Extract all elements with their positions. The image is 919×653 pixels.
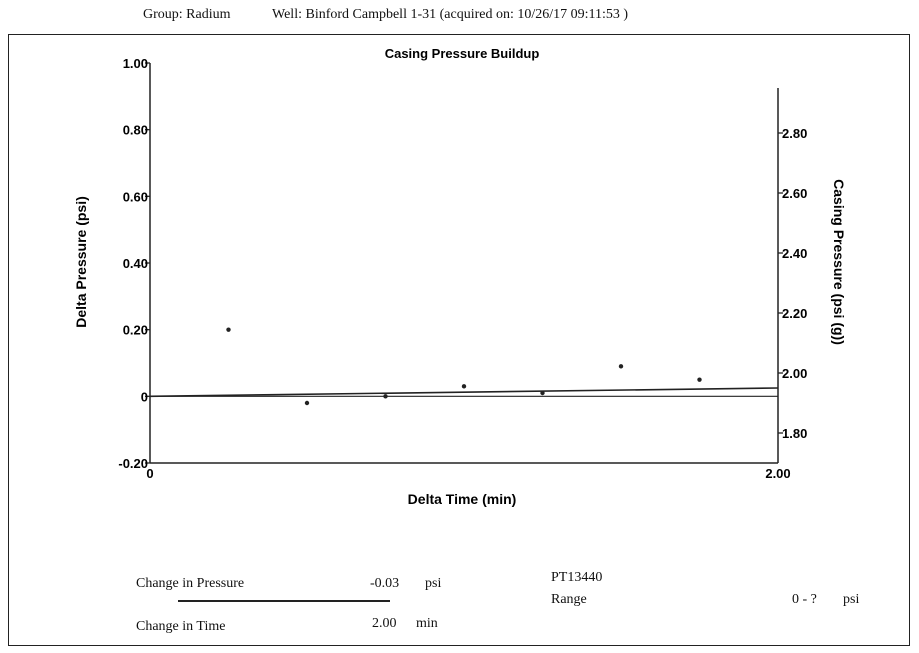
y2-tick-label-5: 1.80 — [782, 426, 807, 441]
point-layer — [226, 327, 702, 406]
well-label: Well: Binford Campbell 1-31 (acquired on… — [272, 7, 629, 22]
sensor-id: PT13440 — [551, 570, 603, 585]
data-point-6 — [697, 377, 702, 382]
trend-line — [149, 387, 779, 398]
y-tick-label-0: 1.00 — [123, 56, 148, 71]
tick-layer: 1.000.800.600.400.200-0.202.802.602.402.… — [118, 56, 807, 481]
y-tick-label-1: 0.80 — [123, 123, 148, 138]
x-tick-label-0: 0 — [146, 466, 153, 481]
data-point-2 — [383, 394, 388, 399]
y-axis-label: Delta Pressure (psi) — [73, 196, 89, 328]
line-layer — [149, 387, 779, 398]
group-label: Group: Radium — [143, 7, 231, 22]
y2-tick-label-0: 2.80 — [782, 126, 807, 141]
y2-tick-label-2: 2.40 — [782, 246, 807, 261]
chart-title: Casing Pressure Buildup — [385, 46, 540, 61]
data-point-5 — [618, 364, 624, 369]
change-pressure-value: -0.03 — [370, 576, 400, 591]
y-tick-label-3: 0.40 — [123, 256, 148, 271]
data-point-1 — [304, 400, 310, 406]
data-point-0 — [226, 327, 231, 332]
change-pressure-label: Change in Pressure — [136, 576, 245, 591]
change-pressure-unit: psi — [425, 576, 442, 591]
range-value: 0 - ? — [792, 592, 817, 607]
x-axis-label: Delta Time (min) — [408, 491, 517, 507]
y-tick-label-5: 0 — [141, 389, 148, 404]
y2-tick-label-1: 2.60 — [782, 186, 807, 201]
y2-tick-label-3: 2.20 — [782, 306, 807, 321]
data-point-4 — [540, 390, 545, 396]
y-tick-label-6: -0.20 — [118, 456, 148, 471]
change-time-value: 2.00 — [372, 616, 397, 631]
y-tick-label-2: 0.60 — [123, 189, 148, 204]
change-time-unit: min — [416, 616, 438, 631]
y-tick-label-4: 0.20 — [123, 323, 148, 338]
chart-frame — [8, 34, 910, 646]
report-header: Group: Radium Well: Binford Campbell 1-3… — [0, 4, 919, 26]
y2-tick-label-4: 2.00 — [782, 366, 807, 381]
data-point-3 — [461, 384, 467, 389]
footer-rule — [178, 600, 390, 602]
range-label: Range — [551, 592, 587, 607]
y2-axis-label: Casing Pressure (psi (g)) — [831, 179, 847, 345]
range-unit: psi — [843, 592, 860, 607]
change-time-label: Change in Time — [136, 619, 226, 634]
x-tick-label-1: 2.00 — [765, 466, 790, 481]
